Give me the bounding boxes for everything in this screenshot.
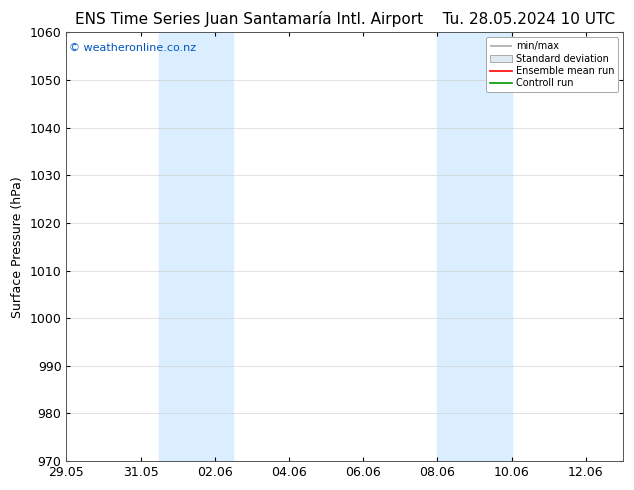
Title: ENS Time Series Juan Santamaría Intl. Airport    Tu. 28.05.2024 10 UTC: ENS Time Series Juan Santamaría Intl. Ai… <box>75 11 615 27</box>
Text: © weatheronline.co.nz: © weatheronline.co.nz <box>69 43 197 53</box>
Bar <box>159 32 233 461</box>
Bar <box>437 32 512 461</box>
Legend: min/max, Standard deviation, Ensemble mean run, Controll run: min/max, Standard deviation, Ensemble me… <box>486 37 618 93</box>
Y-axis label: Surface Pressure (hPa): Surface Pressure (hPa) <box>11 176 24 318</box>
